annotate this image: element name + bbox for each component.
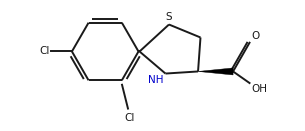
Text: OH: OH [252,84,267,94]
Text: Cl: Cl [124,113,135,124]
Polygon shape [198,68,233,75]
Text: S: S [166,12,172,22]
Text: O: O [252,31,260,41]
Text: Cl: Cl [39,47,50,56]
Text: NH: NH [148,75,163,85]
